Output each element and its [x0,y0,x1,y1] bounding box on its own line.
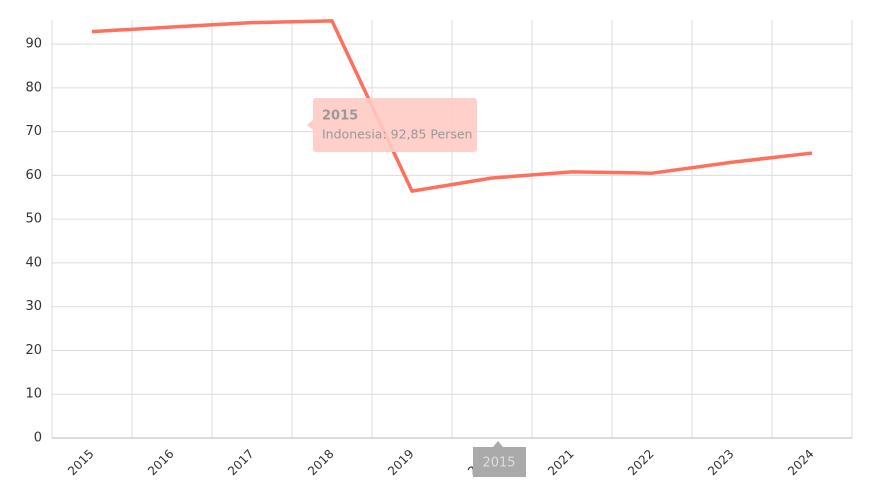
y-tick-label: 0 [34,431,42,446]
y-tick-label: 90 [25,37,42,52]
y-tick-label: 10 [25,387,42,402]
plot-area: 0 10 20 30 40 50 60 70 80 90 2015 2016 2017 2018 2019 2… [25,19,853,478]
tooltip-title: 2015 [322,109,358,124]
crosshair-arrow [493,441,503,447]
y-tick-label: 80 [25,80,42,95]
y-tick-label: 40 [25,255,42,270]
tooltip: 2015 Indonesia: 92,85 Persen [307,98,477,152]
tooltip-text: Indonesia: 92,85 Persen [322,127,472,142]
x-tick-label: 2019 [385,447,416,478]
x-tick-label: 2023 [705,447,736,478]
x-tick-label: 2021 [545,447,576,478]
crosshair-text: 2015 [482,456,515,471]
tooltip-arrow [307,120,313,130]
x-tick-label: 2024 [785,447,816,478]
x-tick-label: 2018 [305,447,336,478]
y-tick-label: 20 [25,343,42,358]
x-tick-label: 2015 [65,447,96,478]
y-tick-label: 30 [25,299,42,314]
x-tick-label: 2017 [225,447,256,478]
tooltip-box [313,98,477,152]
x-tick-label: 2022 [625,447,656,478]
data-line [91,19,813,193]
crosshair-box [473,447,526,477]
x-tick-label: 2016 [145,447,176,478]
crosshair-label: 2015 [473,441,526,477]
y-tick-label: 50 [25,212,42,227]
y-tick-label: 60 [25,168,42,183]
y-tick-label: 70 [25,124,42,139]
